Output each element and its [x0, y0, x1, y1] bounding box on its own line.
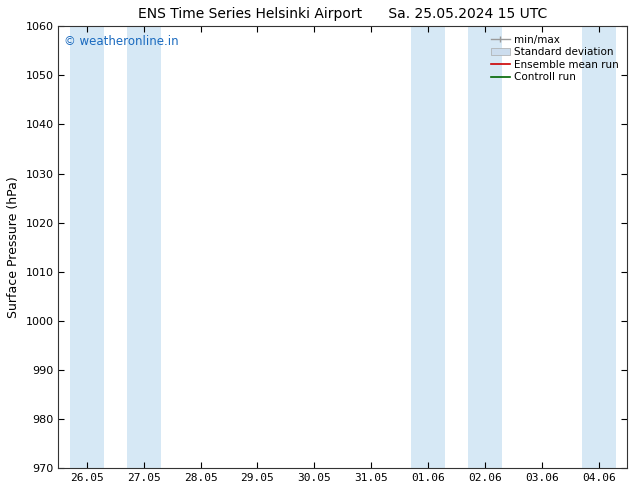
Bar: [70, 26, 104, 468]
Bar: [127, 26, 161, 468]
Bar: [581, 26, 616, 468]
Title: ENS Time Series Helsinki Airport      Sa. 25.05.2024 15 UTC: ENS Time Series Helsinki Airport Sa. 25.…: [138, 7, 547, 21]
Bar: [468, 26, 502, 468]
Y-axis label: Surface Pressure (hPa): Surface Pressure (hPa): [7, 176, 20, 318]
Legend: min/max, Standard deviation, Ensemble mean run, Controll run: min/max, Standard deviation, Ensemble me…: [488, 31, 622, 86]
Text: © weatheronline.in: © weatheronline.in: [64, 35, 179, 48]
Bar: [411, 26, 445, 468]
